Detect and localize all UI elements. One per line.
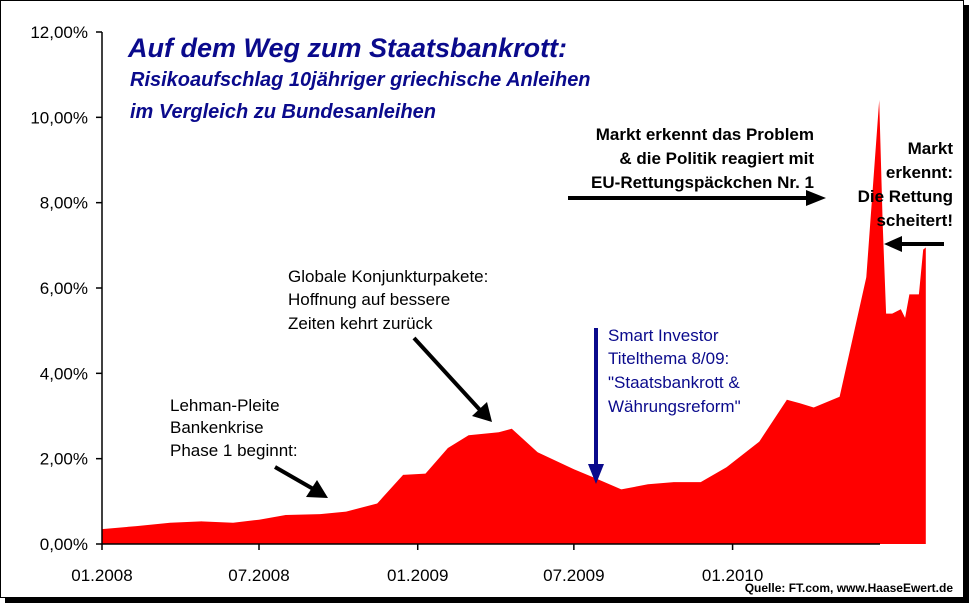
annotation-markt-rettung-line-4: scheitert!: [876, 211, 953, 230]
annotation-lehman: Lehman-Pleite Bankenkrise Phase 1 beginn…: [170, 396, 328, 498]
annotation-konjunktur-line-1: Globale Konjunkturpakete:: [288, 267, 488, 286]
annotation-markt-rettung-line-1: Markt: [908, 139, 954, 158]
x-tick-label-1: 07.2008: [228, 566, 289, 585]
annotation-konjunktur-line-2: Hoffnung auf bessere: [288, 290, 450, 309]
x-tick-label-3: 07.2009: [543, 566, 604, 585]
x-tick-label-4: 01.2010: [702, 566, 763, 585]
x-tick-label-0: 01.2008: [71, 566, 132, 585]
annotation-markt-rettung: Markt erkennt: Die Rettung scheitert!: [858, 139, 954, 252]
annotation-markt-problem: Markt erkennt das Problem & die Politik …: [568, 125, 826, 206]
arrow-konjunktur-head: [472, 402, 492, 422]
arrow-lehman-head: [306, 480, 328, 498]
chart-subtitle-line-1: Risikoaufschlag 10jähriger griechische A…: [130, 69, 591, 91]
y-tick-label-5: 10,00%: [30, 108, 88, 127]
y-tick-label-1: 2,00%: [40, 450, 88, 469]
annotation-smart-investor-line-3: "Staatsbankrott &: [608, 373, 740, 392]
annotation-smart-investor-line-4: Währungsreform": [608, 397, 741, 416]
annotation-markt-rettung-line-2: erkennt:: [886, 163, 953, 182]
annotation-konjunktur: Globale Konjunkturpakete: Hoffnung auf b…: [288, 267, 492, 422]
annotation-markt-rettung-line-3: Die Rettung: [858, 187, 953, 206]
annotation-lehman-line-2: Bankenkrise: [170, 418, 264, 437]
axes: 0,00% 2,00% 4,00% 6,00% 8,00% 10,00% 12,00% 01.…: [30, 23, 880, 585]
annotation-markt-problem-line-2: & die Politik reagiert mit: [619, 149, 814, 168]
arrow-konjunktur-shaft: [412, 336, 482, 412]
chart-subtitle-line-2: im Vergleich zu Bundesanleihen: [130, 101, 436, 123]
chart-title: Auf dem Weg zum Staatsbankrott:: [127, 33, 567, 63]
arrow-markt-problem-head: [806, 190, 826, 206]
arrow-smart-investor-head: [588, 464, 604, 484]
annotation-konjunktur-line-3: Zeiten kehrt zurück: [288, 314, 433, 333]
annotation-smart-investor-line-1: Smart Investor: [608, 326, 719, 345]
annotation-smart-investor: Smart Investor Titelthema 8/09: "Staatsb…: [588, 326, 741, 484]
y-tick-label-3: 6,00%: [40, 279, 88, 298]
area-series-risk-premium: [102, 100, 926, 545]
y-tick-label-4: 8,00%: [40, 194, 88, 213]
x-tick-label-2: 01.2009: [387, 566, 448, 585]
y-tick-label-6: 12,00%: [30, 23, 88, 42]
arrow-markt-rettung-head: [884, 236, 902, 252]
annotation-markt-problem-line-1: Markt erkennt das Problem: [596, 125, 814, 144]
annotation-lehman-line-3: Phase 1 beginnt:: [170, 441, 298, 460]
y-tick-label-0: 0,00%: [40, 535, 88, 554]
source-credit: Quelle: FT.com, www.HaaseEwert.de: [745, 581, 954, 595]
annotation-lehman-line-1: Lehman-Pleite: [170, 396, 280, 415]
arrow-lehman-shaft: [274, 465, 316, 492]
annotation-markt-problem-line-3: EU-Rettungspäckchen Nr. 1: [591, 173, 814, 192]
y-tick-label-2: 4,00%: [40, 364, 88, 383]
annotation-smart-investor-line-2: Titelthema 8/09:: [608, 349, 729, 368]
